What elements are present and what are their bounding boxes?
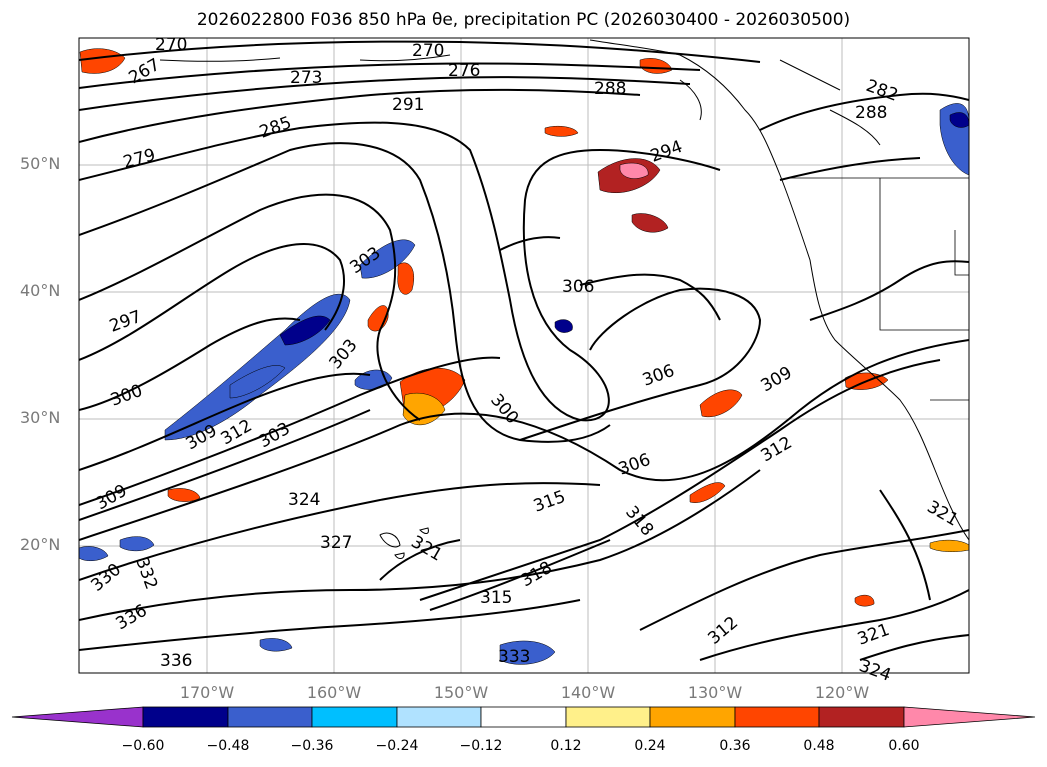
- lon-label: 150°W: [433, 683, 489, 702]
- colorbar-segment: [142, 706, 229, 728]
- colorbar-extend-low: [11, 706, 144, 728]
- precip-blob: [631, 213, 669, 233]
- lat-label: 20°N: [20, 535, 61, 554]
- precip-blob: [554, 319, 573, 333]
- precip-blob: [229, 365, 286, 399]
- precip-blob: [854, 594, 875, 607]
- lon-label: 130°W: [687, 683, 743, 702]
- colorbar-tick-label: −0.60: [121, 738, 165, 754]
- political-borders: [790, 177, 969, 401]
- colorbar-segment: [649, 706, 736, 728]
- precip-blob: [402, 392, 446, 426]
- precip-blob: [499, 640, 556, 665]
- colorbar-tick-label: −0.12: [459, 738, 503, 754]
- precip-blob: [359, 239, 416, 279]
- contour-label: 306: [562, 277, 594, 297]
- precip-blob: [619, 162, 649, 179]
- colorbar-tick-label: −0.48: [206, 738, 250, 754]
- precip-blob: [689, 482, 726, 503]
- contour-label: 270: [412, 41, 444, 61]
- colorbar-tick-label: 0.36: [719, 738, 751, 754]
- contour-labels: 270 267 273 276 270 288 282 291 285 279 …: [87, 35, 961, 686]
- colorbar-tick-label: −0.36: [290, 738, 334, 754]
- colorbar-tick-label: 0.24: [634, 738, 666, 754]
- colorbar-tick-label: −0.24: [375, 738, 419, 754]
- contour-label: 270: [155, 35, 187, 55]
- colorbar-segment: [565, 706, 651, 728]
- precip-blob: [639, 58, 673, 74]
- contour-label: 333: [498, 647, 530, 667]
- contour-label: 336: [160, 651, 192, 671]
- chart-title: 2026022800 F036 850 hPa θe, precipitatio…: [196, 10, 851, 30]
- contour-label: 273: [290, 68, 322, 88]
- contour-label: 276: [448, 61, 480, 81]
- lat-label: 40°N: [20, 281, 61, 300]
- colorbar-extend-high: [903, 706, 1036, 728]
- precip-blob: [397, 262, 414, 295]
- contour-label: 291: [392, 95, 424, 115]
- colorbar-segment: [311, 706, 398, 728]
- precip-blob: [929, 539, 969, 552]
- precip-blob: [79, 546, 109, 561]
- colorbar-tick-label: 0.48: [803, 738, 835, 754]
- precip-blob: [79, 48, 126, 74]
- precip-blob: [279, 315, 331, 346]
- lat-label: 30°N: [20, 408, 61, 427]
- precip-blob: [699, 389, 743, 418]
- colorbar: [11, 706, 1036, 728]
- colorbar-segment: [734, 706, 820, 728]
- lon-label: 140°W: [560, 683, 616, 702]
- lon-label: 160°W: [306, 683, 362, 702]
- precip-blob: [167, 488, 201, 502]
- lon-label: 120°W: [814, 683, 870, 702]
- lat-label: 50°N: [20, 154, 61, 173]
- coastlines: [159, 39, 969, 559]
- precip-blob: [544, 125, 579, 137]
- colorbar-tick-label: 0.60: [888, 738, 920, 754]
- lon-label: 170°W: [179, 683, 235, 702]
- precip-blob: [259, 638, 293, 652]
- colorbar-segment: [227, 706, 313, 728]
- colorbar-segment: [818, 706, 905, 728]
- precip-blob: [119, 536, 155, 552]
- contour-label: 288: [855, 103, 887, 123]
- colorbar-tick-label: 0.12: [550, 738, 582, 754]
- precipitation-shading: [79, 48, 969, 665]
- theta-e-contours: [79, 40, 969, 661]
- contour-label: 288: [594, 79, 626, 99]
- gridlines: [79, 38, 969, 673]
- contour-label: 327: [320, 533, 352, 553]
- colorbar-segment: [480, 706, 567, 728]
- colorbar-segment: [396, 706, 482, 728]
- contour-label: 315: [480, 588, 512, 608]
- contour-label: 324: [288, 490, 320, 510]
